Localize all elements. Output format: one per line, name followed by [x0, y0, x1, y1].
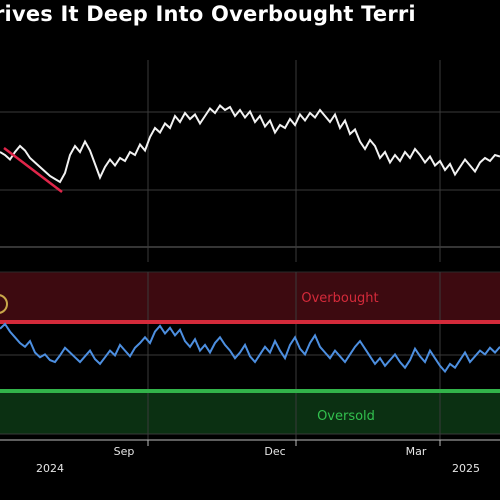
- x-tick-label-dec: Dec: [264, 445, 285, 458]
- oversold-zone: [0, 392, 500, 434]
- x-tick-label-mar: Mar: [406, 445, 427, 458]
- price-panel-background: [0, 38, 500, 262]
- year-label-2024: 2024: [36, 462, 64, 475]
- year-label-2025: 2025: [452, 462, 480, 475]
- price-panel: [0, 38, 500, 262]
- oversold-label: Oversold: [317, 409, 375, 424]
- x-axis: Sep Dec Mar 2024 2025: [0, 439, 500, 475]
- highlight-circle: [0, 294, 8, 314]
- x-tick-label-sep: Sep: [114, 445, 135, 458]
- rsi-panel: Overbought Oversold: [0, 271, 500, 440]
- rsi-series-line: [0, 322, 500, 374]
- overbought-label: Overbought: [301, 291, 378, 306]
- overbought-zone: [0, 272, 500, 320]
- chart-title: rives It Deep Into Overbought Terri: [0, 2, 416, 26]
- decline-marker-line: [3, 147, 63, 193]
- price-series-line: [0, 103, 500, 184]
